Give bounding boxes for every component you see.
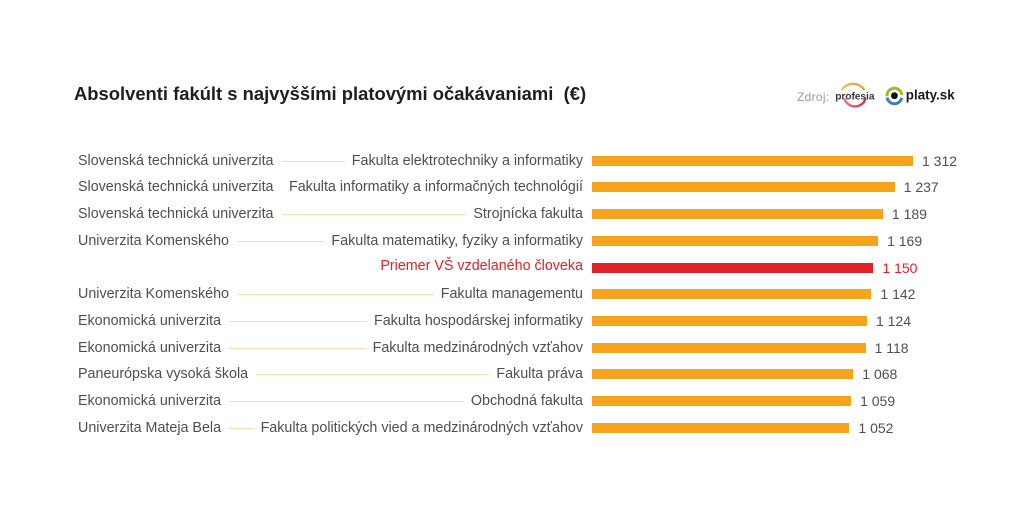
svg-text:platy.sk: platy.sk <box>906 87 955 102</box>
svg-text:profesia: profesia <box>835 91 875 102</box>
